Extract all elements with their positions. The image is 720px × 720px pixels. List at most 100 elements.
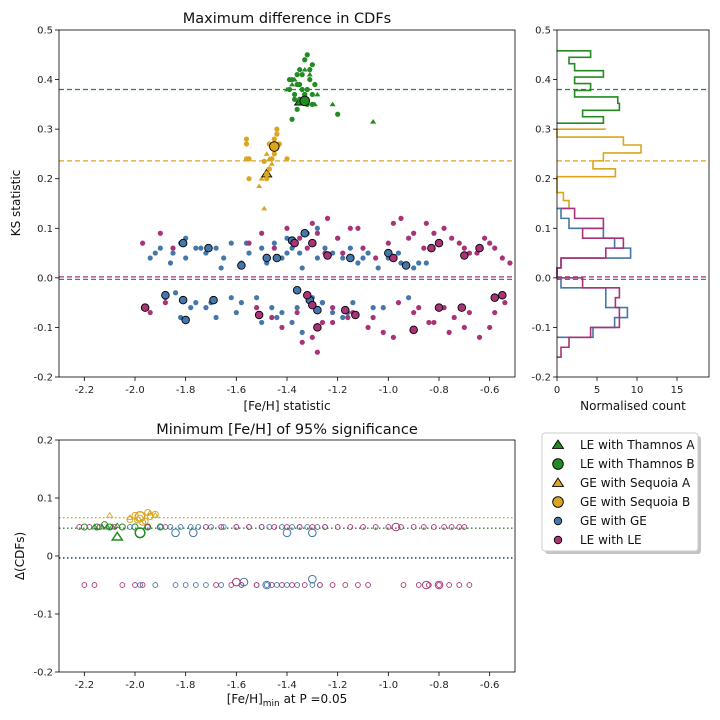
scatter-point — [93, 523, 101, 531]
scatter-point — [284, 524, 290, 530]
scatter-point — [264, 176, 270, 182]
x-tick-label: -2.2 — [75, 680, 95, 691]
scatter-point — [193, 300, 199, 306]
highlighted-point — [422, 580, 431, 590]
scatter-point — [380, 329, 386, 335]
scatter-point — [274, 126, 280, 132]
y-tick-label: -0.1 — [33, 610, 53, 621]
scatter-point — [152, 250, 158, 256]
scatter-point — [246, 250, 252, 256]
scatter-point — [192, 582, 199, 588]
scatter-point — [157, 230, 163, 236]
scatter-point — [269, 314, 275, 321]
scatter-point — [279, 582, 285, 588]
scatter-point — [426, 582, 432, 588]
scatter-point — [324, 215, 331, 221]
y-tick-label: 0.1 — [37, 224, 53, 235]
scatter-point — [134, 516, 142, 524]
highlighted-point — [391, 522, 401, 532]
min-feh-xlabel-sub: min — [263, 699, 280, 709]
highlighted-point — [351, 310, 360, 320]
scatter-point — [365, 250, 371, 256]
highlighted-point — [209, 295, 218, 305]
histogram-step — [556, 207, 625, 358]
scatter-point — [170, 250, 176, 256]
highlighted-point — [384, 248, 393, 258]
y-tick-label: 0.0 — [37, 273, 53, 284]
scatter-point — [193, 245, 199, 251]
scatter-point — [466, 582, 473, 588]
scatter-point — [279, 524, 285, 530]
scatter-point — [347, 524, 354, 530]
highlighted-point — [299, 95, 310, 107]
scatter-point — [302, 91, 308, 98]
scatter-point — [146, 509, 155, 516]
scatter-point — [254, 305, 260, 311]
highlighted-point — [292, 286, 302, 295]
scatter-point — [172, 290, 179, 296]
scatter-point — [101, 521, 109, 529]
scatter-point — [319, 319, 326, 326]
scatter-point — [271, 151, 277, 157]
scatter-point — [213, 314, 219, 321]
scatter-point — [411, 230, 417, 236]
scatter-point — [466, 309, 472, 316]
scatter-point — [309, 91, 315, 98]
scatter-point — [380, 305, 386, 311]
scatter-point — [355, 582, 361, 588]
scatter-point — [502, 300, 508, 306]
highlighted-point — [460, 251, 469, 260]
scatter-point — [292, 91, 298, 98]
x-tick-label: -1.0 — [379, 680, 399, 691]
scatter-point — [499, 255, 505, 261]
scatter-point — [461, 524, 468, 530]
y-tick-label: 0 — [47, 552, 53, 563]
scatter-point — [441, 225, 447, 231]
scatter-point — [304, 86, 310, 93]
highlighted-point — [409, 325, 418, 335]
min-feh-plot-area — [59, 509, 515, 590]
scatter-point — [306, 71, 313, 77]
highlighted-point — [204, 243, 213, 253]
scatter-point — [221, 255, 227, 261]
scatter-point — [243, 141, 250, 147]
scatter-point — [256, 183, 263, 189]
scatter-point — [476, 334, 483, 340]
scatter-point — [400, 582, 407, 588]
scatter-point — [299, 86, 305, 93]
scatter-point — [487, 324, 493, 331]
scatter-point — [350, 300, 356, 306]
x-tick-label: -1.6 — [227, 385, 247, 396]
scatter-point — [449, 235, 455, 241]
min-feh-title: Minimum [Fe/H] of 95% significance — [156, 422, 418, 438]
highlighted-point — [341, 305, 350, 315]
scatter-point — [398, 524, 404, 530]
scatter-point — [436, 582, 442, 588]
highlighted-point — [272, 253, 282, 263]
ks-scatter-title: Maximum difference in CDFs — [183, 11, 391, 27]
scatter-point — [340, 255, 346, 261]
scatter-point — [268, 161, 275, 166]
ks-scatter-frame — [58, 29, 516, 378]
legend-items: LE with Thamnos A LE with Thamnos B GE wit… — [551, 438, 695, 547]
y-tick-label: -0.2 — [33, 373, 53, 384]
scatter-point — [309, 524, 316, 530]
scatter-point — [284, 250, 290, 256]
scatter-point — [426, 319, 432, 326]
histogram-xlabel: Normalised count — [580, 399, 686, 413]
scatter-point — [259, 230, 265, 236]
scatter-point — [86, 524, 93, 530]
scatter-point — [167, 260, 174, 266]
x-tick-label: -1.4 — [277, 385, 297, 396]
x-tick-label: 5 — [594, 385, 600, 396]
scatter-point — [203, 305, 209, 311]
highlighted-point — [475, 243, 484, 253]
scatter-point — [170, 245, 176, 251]
scatter-point — [167, 524, 174, 530]
highlighted-point — [171, 528, 180, 538]
scatter-point — [416, 260, 422, 266]
scatter-point — [258, 524, 265, 530]
scatter-point — [195, 524, 202, 530]
y-tick-label: 0.5 — [37, 26, 53, 37]
highlighted-point — [232, 577, 241, 587]
